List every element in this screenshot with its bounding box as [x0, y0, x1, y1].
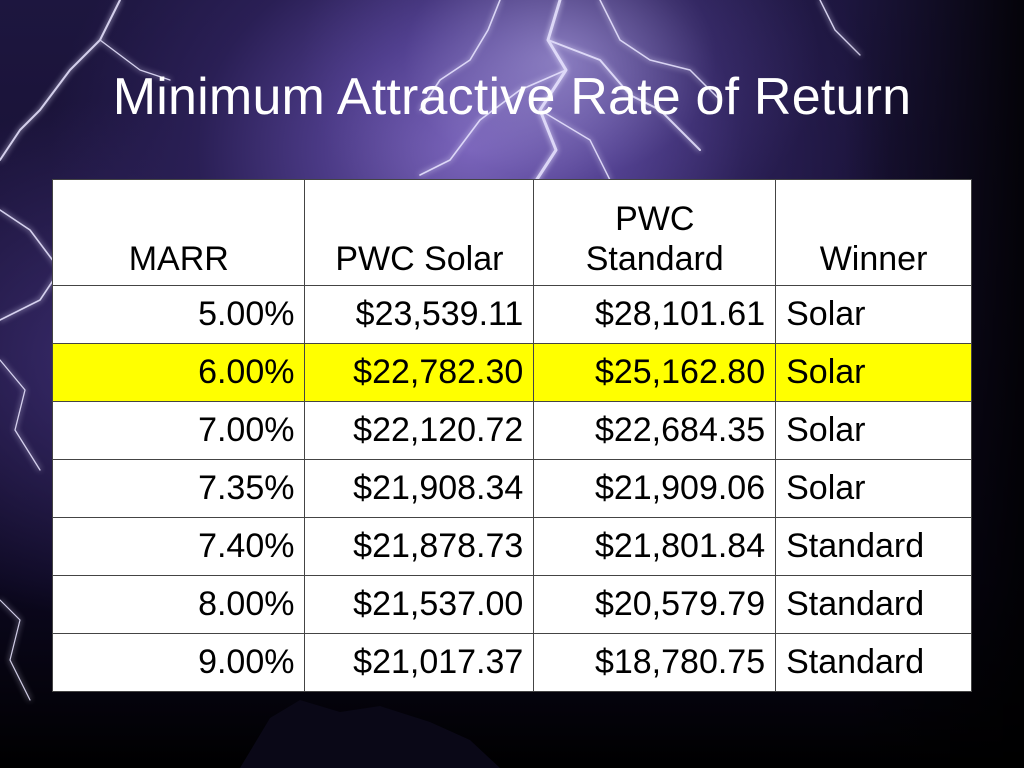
cell-pwc-solar: $21,537.00 [304, 575, 535, 634]
cell-pwc-solar: $22,782.30 [304, 343, 535, 402]
cell-pwc-standard: $28,101.61 [533, 285, 777, 344]
table-header-row: MARR PWC Solar PWC Standard Winner [51, 179, 972, 286]
table-row: 7.35% $21,908.34 $21,909.06 Solar [51, 459, 972, 518]
cell-marr: 5.00% [51, 285, 306, 344]
marr-comparison-table: MARR PWC Solar PWC Standard Winner 5.00%… [51, 179, 972, 692]
cell-marr: 8.00% [51, 575, 306, 634]
cell-marr: 6.00% [51, 343, 306, 402]
cell-marr: 9.00% [51, 633, 306, 692]
cell-pwc-standard: $22,684.35 [533, 401, 777, 460]
header-marr: MARR [51, 179, 306, 286]
cell-winner: Standard [775, 575, 972, 634]
cell-pwc-solar: $23,539.11 [304, 285, 535, 344]
cell-marr: 7.00% [51, 401, 306, 460]
cell-winner: Solar [775, 343, 972, 402]
table-row: 8.00% $21,537.00 $20,579.79 Standard [51, 575, 972, 634]
cell-winner: Solar [775, 459, 972, 518]
cell-pwc-standard: $18,780.75 [533, 633, 777, 692]
slide-title: Minimum Attractive Rate of Return [112, 68, 912, 126]
table-row-highlighted: 6.00% $22,782.30 $25,162.80 Solar [51, 343, 972, 402]
header-pwc-solar: PWC Solar [304, 179, 535, 286]
cell-pwc-standard: $21,909.06 [533, 459, 777, 518]
cell-pwc-solar: $22,120.72 [304, 401, 535, 460]
table-row: 9.00% $21,017.37 $18,780.75 Standard [51, 633, 972, 692]
cell-pwc-standard: $25,162.80 [533, 343, 777, 402]
table-row: 7.00% $22,120.72 $22,684.35 Solar [51, 401, 972, 460]
cell-pwc-solar: $21,878.73 [304, 517, 535, 576]
header-pwc-standard: PWC Standard [533, 179, 777, 286]
table-row: 7.40% $21,878.73 $21,801.84 Standard [51, 517, 972, 576]
cell-winner: Solar [775, 285, 972, 344]
cell-pwc-standard: $20,579.79 [533, 575, 777, 634]
cell-pwc-solar: $21,908.34 [304, 459, 535, 518]
cell-marr: 7.40% [51, 517, 306, 576]
cell-winner: Solar [775, 401, 972, 460]
header-pwc-standard-line1: PWC [615, 200, 695, 238]
header-winner: Winner [775, 179, 972, 286]
cell-pwc-standard: $21,801.84 [533, 517, 777, 576]
cell-pwc-solar: $21,017.37 [304, 633, 535, 692]
cell-winner: Standard [775, 517, 972, 576]
table-row: 5.00% $23,539.11 $28,101.61 Solar [51, 285, 972, 344]
cell-winner: Standard [775, 633, 972, 692]
header-pwc-standard-line2: Standard [585, 240, 724, 278]
cell-marr: 7.35% [51, 459, 306, 518]
